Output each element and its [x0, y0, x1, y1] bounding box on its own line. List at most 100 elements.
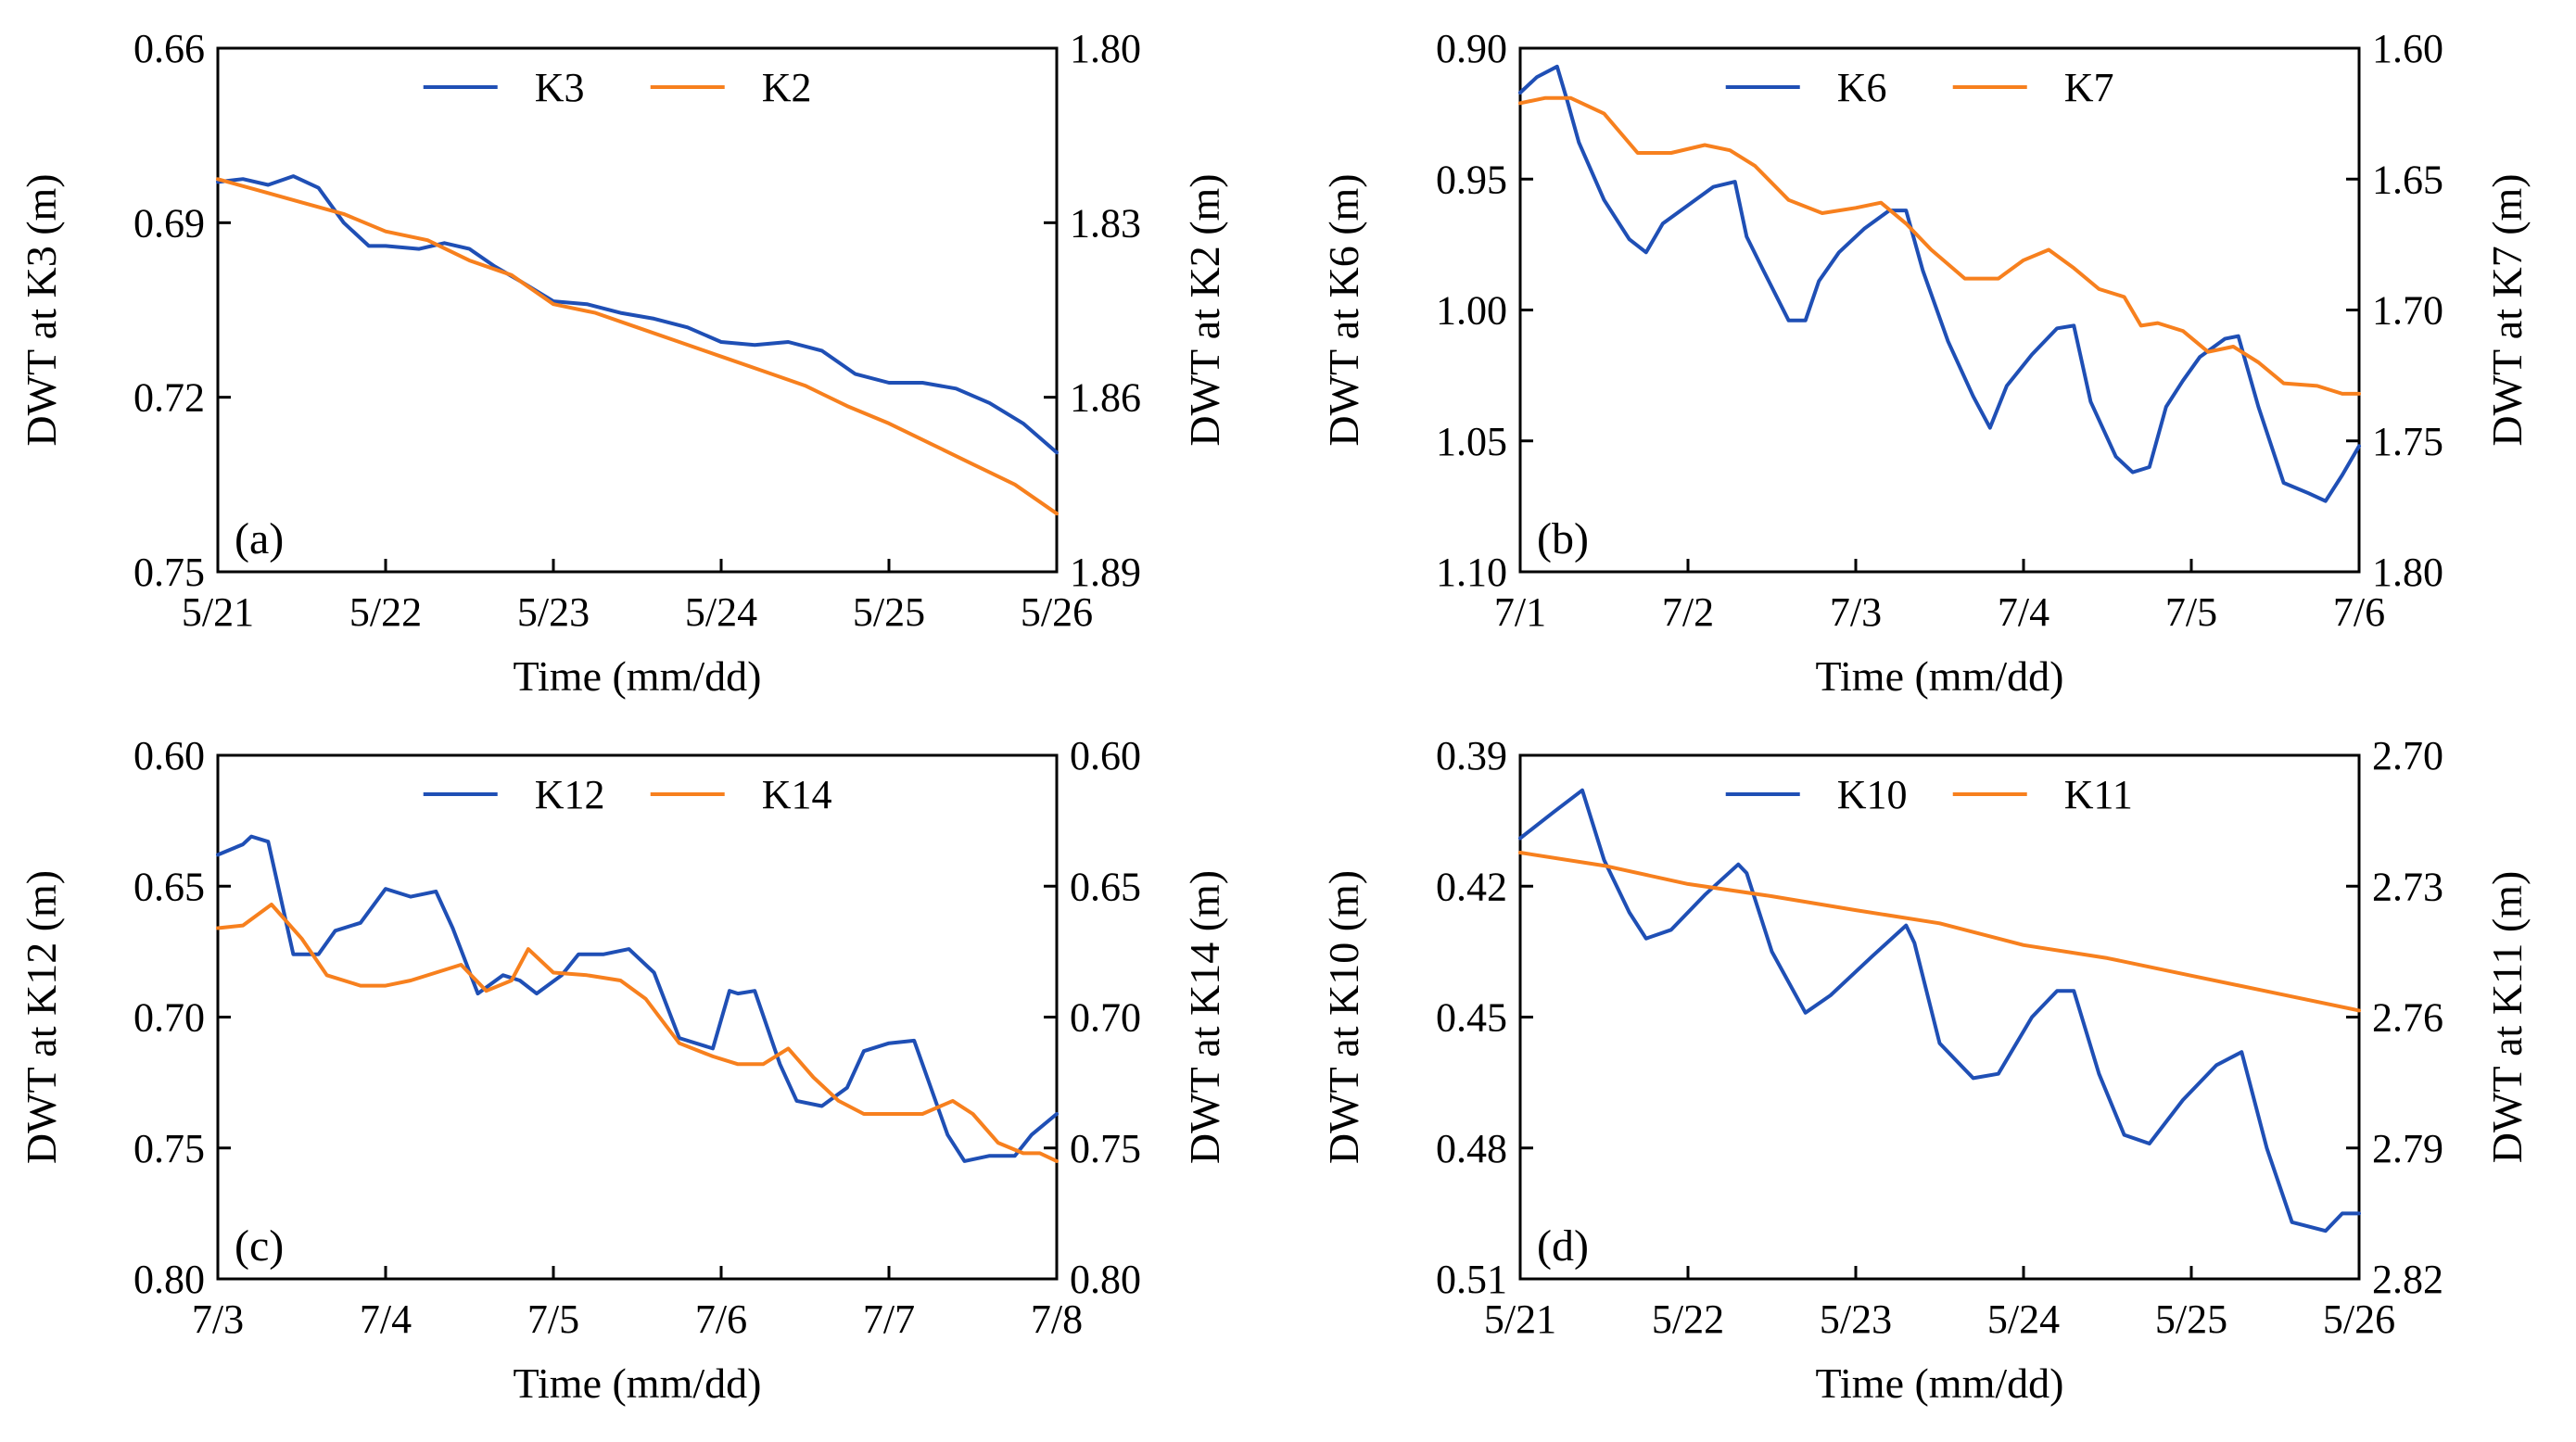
x-tick-label: 7/8 — [1031, 1297, 1083, 1342]
x-tick-label: 7/3 — [1830, 589, 1882, 635]
series-line-k14 — [216, 903, 1059, 1163]
series-line-k10 — [1518, 788, 2361, 1233]
y-right-tick-label: 1.89 — [1070, 550, 1141, 595]
x-tick-label: 5/25 — [853, 589, 925, 635]
y-left-tick-label: 0.66 — [133, 26, 205, 71]
plot-frame — [216, 46, 1059, 574]
x-tick-label: 7/6 — [695, 1297, 747, 1342]
series-line-k12 — [216, 834, 1059, 1163]
y-left-tick-label: 0.42 — [1436, 864, 1507, 909]
plot-frame — [1518, 46, 2361, 574]
y-left-tick-label: 0.60 — [133, 733, 205, 778]
x-tick-label: 5/25 — [2155, 1297, 2227, 1342]
y-left-axis-label: DWT at K6 (m) — [1320, 173, 1367, 446]
y-right-tick-label: 1.80 — [1070, 26, 1141, 71]
y-left-tick-label: 0.80 — [133, 1257, 205, 1302]
chart-panel-3: 7/3 7/4 7/5 7/6 7/7 7/8 0.60 0.65 0.70 0.75 0.80 0.… — [18, 733, 1228, 1407]
x-tick-label: 5/21 — [1484, 1297, 1556, 1342]
panel-label: (d) — [1537, 1221, 1589, 1271]
plot-frame — [1518, 753, 2361, 1281]
x-tick-label: 7/5 — [527, 1297, 579, 1342]
y-left-tick-label: 0.39 — [1436, 733, 1507, 778]
y-right-axis-label: DWT at K11 (m) — [2483, 871, 2531, 1164]
x-tick-label: 7/6 — [2333, 589, 2385, 635]
x-tick-label: 5/22 — [349, 589, 422, 635]
y-left-axis-label: DWT at K10 (m) — [1320, 870, 1367, 1164]
x-tick-label: 5/23 — [1820, 1297, 1892, 1342]
y-left-tick-label: 0.48 — [1436, 1126, 1507, 1171]
x-tick-label: 7/4 — [360, 1297, 412, 1342]
legend-label-k7: K7 — [2064, 65, 2114, 110]
y-left-tick-label: 0.45 — [1436, 995, 1507, 1041]
y-right-tick-label: 1.83 — [1070, 200, 1141, 246]
y-left-tick-label: 0.70 — [133, 995, 205, 1041]
y-left-axis-label: DWT at K12 (m) — [18, 870, 65, 1164]
y-right-tick-label: 0.60 — [1070, 733, 1141, 778]
y-right-tick-label: 1.70 — [2372, 288, 2443, 334]
y-left-tick-label: 1.00 — [1436, 288, 1507, 334]
x-tick-label: 7/1 — [1494, 589, 1546, 635]
y-left-tick-label: 0.90 — [1436, 26, 1507, 71]
y-left-tick-label: 1.10 — [1436, 550, 1507, 595]
series-line-k3 — [216, 174, 1059, 455]
legend-label-k14: K14 — [762, 772, 832, 817]
series-line-k7 — [1518, 95, 2361, 396]
y-right-tick-label: 2.82 — [2372, 1257, 2443, 1302]
chart-panel-4: 5/21 5/22 5/23 5/24 5/25 5/26 0.39 0.42 0.45 0.48… — [1320, 733, 2531, 1407]
x-tick-label: 5/21 — [182, 589, 254, 635]
y-right-axis-label: DWT at K2 (m) — [1181, 173, 1228, 446]
panel-label: (b) — [1537, 514, 1589, 563]
y-left-tick-label: 0.51 — [1436, 1257, 1507, 1302]
y-left-tick-label: 0.69 — [133, 200, 205, 246]
x-tick-label: 5/24 — [1987, 1297, 2060, 1342]
x-axis-label: Time (mm/dd) — [1816, 652, 2064, 700]
legend-label-k12: K12 — [535, 772, 605, 817]
y-left-tick-label: 0.75 — [133, 1126, 205, 1171]
y-left-tick-label: 0.72 — [133, 375, 205, 421]
legend-label-k6: K6 — [1837, 65, 1887, 110]
y-right-tick-label: 1.75 — [2372, 419, 2443, 464]
x-axis-label: Time (mm/dd) — [514, 652, 762, 700]
panel-label: (a) — [235, 514, 284, 563]
legend-label-k3: K3 — [535, 65, 585, 110]
plot-frame — [216, 753, 1059, 1281]
x-tick-label: 7/4 — [1998, 589, 2049, 635]
y-right-tick-label: 0.75 — [1070, 1126, 1141, 1171]
y-right-tick-label: 0.65 — [1070, 864, 1141, 909]
legend-label-k2: K2 — [762, 65, 812, 110]
x-tick-label: 5/22 — [1652, 1297, 1724, 1342]
series-line-k6 — [1518, 64, 2361, 503]
x-tick-label: 5/26 — [1021, 589, 1093, 635]
series-line-k2 — [216, 177, 1059, 516]
series-line-k11 — [1518, 851, 2361, 1013]
y-right-tick-label: 1.65 — [2372, 157, 2443, 202]
x-tick-label: 7/5 — [2165, 589, 2217, 635]
y-right-tick-label: 0.70 — [1070, 995, 1141, 1041]
legend-label-k11: K11 — [2064, 772, 2133, 817]
y-right-tick-label: 1.86 — [1070, 375, 1141, 421]
y-right-axis-label: DWT at K14 (m) — [1181, 870, 1228, 1164]
y-left-tick-label: 0.75 — [133, 550, 205, 595]
x-tick-label: 7/3 — [192, 1297, 244, 1342]
x-tick-label: 5/26 — [2323, 1297, 2395, 1342]
chart-panel-1: 5/21 5/22 5/23 5/24 5/25 5/26 0.66 0.69 0.72 0.75… — [18, 26, 1228, 700]
y-left-tick-label: 0.65 — [133, 864, 205, 909]
x-tick-label: 5/23 — [517, 589, 590, 635]
x-tick-label: 7/2 — [1662, 589, 1714, 635]
y-left-tick-label: 0.95 — [1436, 157, 1507, 202]
x-axis-label: Time (mm/dd) — [514, 1360, 762, 1407]
y-right-tick-label: 2.76 — [2372, 995, 2443, 1041]
y-right-tick-label: 0.80 — [1070, 1257, 1141, 1302]
y-right-tick-label: 1.80 — [2372, 550, 2443, 595]
y-right-tick-label: 2.79 — [2372, 1126, 2443, 1171]
x-tick-label: 7/7 — [863, 1297, 915, 1342]
y-left-tick-label: 1.05 — [1436, 419, 1507, 464]
x-tick-label: 5/24 — [685, 589, 757, 635]
panel-label: (c) — [235, 1221, 284, 1271]
chart-panel-2: 7/1 7/2 7/3 7/4 7/5 7/6 0.90 0.95 1.00 1.05 1.10 1.… — [1320, 26, 2531, 700]
y-right-axis-label: DWT at K7 (m) — [2483, 173, 2531, 446]
y-right-tick-label: 2.70 — [2372, 733, 2443, 778]
y-left-axis-label: DWT at K3 (m) — [18, 173, 65, 446]
legend-label-k10: K10 — [1837, 772, 1908, 817]
